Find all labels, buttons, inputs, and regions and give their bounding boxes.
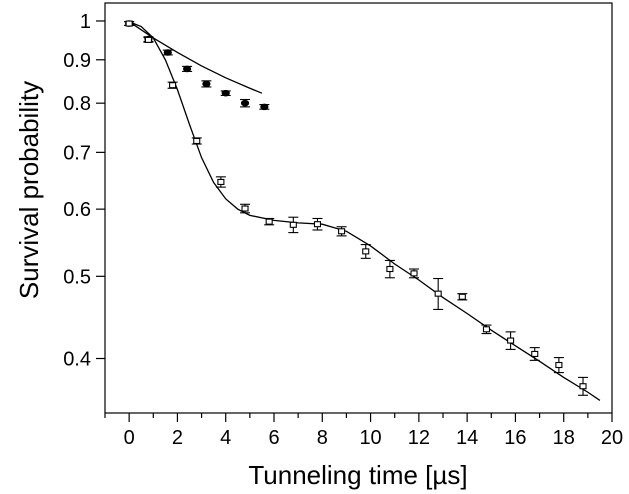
data-point-open [555, 361, 563, 369]
data-point-open [217, 178, 225, 185]
data-point-open [434, 290, 442, 297]
x-tick-label: 2 [172, 427, 183, 449]
data-point-open [241, 205, 249, 212]
y-tick-label: 0.9 [63, 50, 91, 72]
y-tick-label: 1 [80, 11, 91, 33]
x-tick-label: 6 [268, 427, 279, 449]
x-tick-label: 4 [220, 427, 231, 449]
x-tick-label: 14 [456, 427, 478, 449]
x-tick-label: 0 [124, 427, 135, 449]
data-point-open [313, 221, 322, 228]
data-point-open [579, 383, 587, 390]
y-axis-ticks: 0.4 0.5 0.6 0.7 0.8 0.9 1 [63, 11, 105, 371]
data-point-open [193, 137, 201, 145]
data-point-filled [163, 49, 172, 56]
x-tick-label: 16 [504, 427, 526, 449]
data-point-open [386, 265, 394, 273]
data-point-filled [182, 65, 192, 73]
x-tick-label: 8 [317, 427, 328, 449]
x-tick-label: 18 [553, 427, 575, 449]
fit-curve-2 [128, 21, 601, 401]
data-point-open [482, 326, 491, 333]
plot-border [104, 2, 613, 414]
y-axis-label: Survival probability [14, 81, 44, 299]
error-bars [124, 21, 589, 396]
data-point-open [410, 270, 418, 277]
data-point-open [144, 36, 153, 43]
x-axis-ticks: 0 2 4 6 8 10 12 14 16 18 20 [104, 413, 623, 449]
data-point-open [458, 293, 466, 300]
data-point-open [169, 82, 177, 89]
data-point-filled [260, 103, 269, 111]
fit-curve-1 [128, 21, 263, 94]
fit-curves [128, 21, 601, 401]
data-point-filled [240, 99, 250, 107]
data-point-open [531, 350, 539, 357]
y-tick-label: 0.6 [63, 199, 91, 221]
y-tick-label: 0.8 [63, 93, 91, 115]
data-point-open [125, 20, 133, 27]
data-point-open [289, 221, 297, 228]
x-tick-label: 20 [601, 427, 623, 449]
data-point-open [507, 337, 515, 344]
data-point-open [338, 228, 346, 235]
data-points [125, 20, 587, 390]
plot-frame [104, 2, 613, 414]
data-point-open [265, 218, 273, 225]
data-point-open [362, 248, 370, 255]
x-tick-label: 10 [359, 427, 381, 449]
y-tick-label: 0.4 [63, 349, 91, 371]
x-tick-label: 12 [408, 427, 430, 449]
x-axis-label: Tunneling time [µs] [248, 460, 467, 490]
data-point-filled [221, 89, 230, 97]
y-tick-label: 0.5 [63, 266, 91, 288]
y-tick-label: 0.7 [63, 142, 91, 164]
data-point-filled [202, 80, 211, 88]
